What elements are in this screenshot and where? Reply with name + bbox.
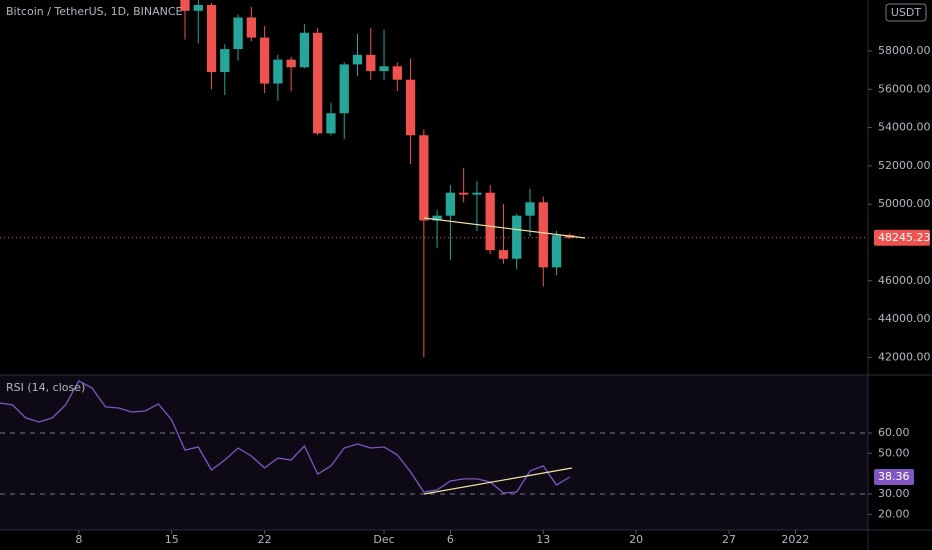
y-tick-label: 46000.00 xyxy=(878,274,931,287)
last-price-box xyxy=(874,229,930,246)
y-tick-label: 42000.00 xyxy=(878,350,931,363)
y-tick-label: 52000.00 xyxy=(878,159,931,172)
rsi-line xyxy=(0,380,571,494)
y-tick-label: 60.00 xyxy=(878,426,910,439)
candle-body xyxy=(525,202,535,216)
candle-body xyxy=(313,32,323,134)
candle-body xyxy=(419,135,429,221)
price-trendline xyxy=(423,217,586,239)
candle-body xyxy=(551,235,562,268)
candle-body xyxy=(379,66,389,72)
candle-body xyxy=(273,59,283,84)
candle-body xyxy=(220,49,230,73)
rsi-trendline xyxy=(423,467,573,495)
candle-body xyxy=(246,17,256,38)
x-tick-label: 6 xyxy=(447,533,454,546)
y-tick-label: 20.00 xyxy=(878,507,910,520)
last-price-label: 48245.23 xyxy=(878,231,931,244)
candle-body xyxy=(339,64,349,114)
y-tick-label: 30.00 xyxy=(878,487,910,500)
candle-body xyxy=(472,192,482,195)
x-tick-label: 20 xyxy=(629,533,643,546)
x-tick-label: 2022 xyxy=(781,533,809,546)
currency-label: USDT xyxy=(891,6,922,19)
candle-body xyxy=(392,66,402,80)
currency-badge[interactable] xyxy=(885,3,927,22)
candle-body xyxy=(445,192,456,216)
candle-body xyxy=(432,215,442,221)
last-rsi-box xyxy=(874,468,914,485)
candle-body xyxy=(512,215,522,259)
candle-body xyxy=(180,0,190,11)
candle-body xyxy=(206,5,217,73)
candle-body xyxy=(259,37,270,84)
candle-body xyxy=(326,113,336,134)
x-tick-label: Dec xyxy=(373,533,394,546)
indicator-title: RSI (14, close) xyxy=(6,381,85,394)
rsi-pane-background xyxy=(0,375,868,530)
chart-title: Bitcoin / TetherUS, 1D, BINANCE xyxy=(6,5,183,18)
y-tick-label: 50.00 xyxy=(878,446,910,459)
last-rsi-label: 38.36 xyxy=(878,470,910,483)
candle-body xyxy=(459,192,469,195)
y-tick-label: 44000.00 xyxy=(878,312,931,325)
candle-body xyxy=(538,202,548,268)
candle-body xyxy=(366,54,376,72)
y-tick-label: 50000.00 xyxy=(878,197,931,210)
y-tick-label: 56000.00 xyxy=(878,82,931,95)
candle-body xyxy=(485,192,495,251)
axes: 42000.00 44000.00 46000.00 50000.00 52000.00… xyxy=(75,44,930,546)
x-tick-label: 15 xyxy=(165,533,179,546)
rsi-pane xyxy=(0,380,868,495)
candle-body xyxy=(405,79,416,136)
y-tick-label: 58000.00 xyxy=(878,44,931,57)
candle-body xyxy=(352,54,363,65)
y-tick-label: 54000.00 xyxy=(878,121,931,134)
candle-body xyxy=(286,59,296,68)
candle-body xyxy=(498,250,509,259)
x-tick-label: 27 xyxy=(722,533,736,546)
x-tick-label: 8 xyxy=(75,533,82,546)
x-tick-label: 22 xyxy=(258,533,272,546)
price-pane xyxy=(0,0,868,358)
x-tick-label: 13 xyxy=(536,533,550,546)
candle-body xyxy=(233,17,243,50)
candle-body xyxy=(193,5,203,11)
candle-body xyxy=(299,32,310,68)
